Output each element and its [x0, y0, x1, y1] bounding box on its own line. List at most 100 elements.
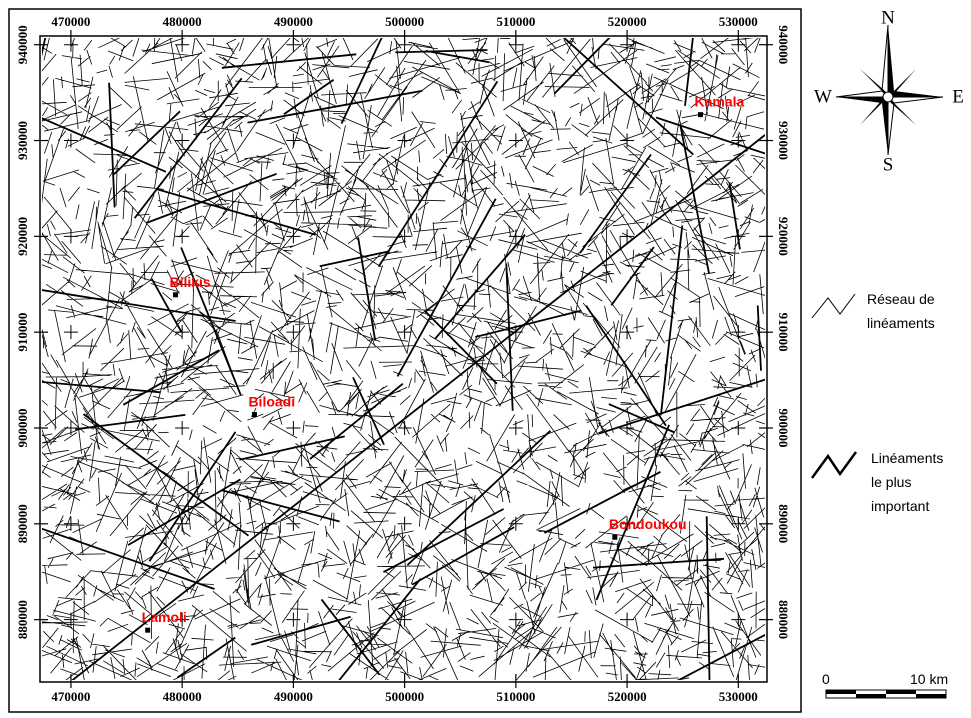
graticule-cross — [175, 325, 190, 340]
towns: Kamala Bilikis Biloadi Bondoukou Lamoli — [142, 94, 745, 633]
scale-start: 0 — [822, 671, 830, 687]
graticule-cross — [63, 133, 78, 148]
graticule-cross — [63, 229, 78, 244]
graticule-cross — [620, 516, 635, 531]
graticule-cross — [286, 229, 301, 244]
x-tick-label: 530000 — [719, 689, 758, 704]
legend-text: Linéaments — [871, 450, 943, 466]
x-tick-label: 480000 — [163, 689, 202, 704]
town-label: Biloadi — [248, 394, 295, 410]
graticule-cross — [175, 612, 190, 627]
y-tick-label: 880000 — [776, 600, 791, 639]
town-marker — [612, 534, 618, 540]
major-lineaments — [42, 38, 765, 680]
compass-s: S — [883, 154, 894, 175]
graticule-cross — [63, 612, 78, 627]
x-tick-label: 490000 — [274, 14, 313, 29]
x-tick-label: 510000 — [496, 689, 535, 704]
graticule-cross — [63, 420, 78, 435]
legend-icon-network — [811, 293, 856, 319]
graticule-cross — [397, 612, 412, 627]
graticule-cross — [508, 516, 523, 531]
y-tick-label: 890000 — [776, 504, 791, 543]
x-tick-label: 510000 — [496, 14, 535, 29]
graticule-cross — [620, 37, 635, 52]
graticule-cross — [731, 37, 746, 52]
graticule-cross — [508, 325, 523, 340]
town-marker — [697, 112, 703, 118]
graticule-cross — [397, 420, 412, 435]
legend-icon-major — [810, 451, 858, 479]
graticule: 470000 470000 480000 480000 490000 490000 5000… — [15, 14, 791, 704]
graticule-cross — [397, 37, 412, 52]
graticule-cross — [508, 229, 523, 244]
y-tick-label: 910000 — [15, 313, 30, 352]
town-label: Kamala — [694, 94, 744, 110]
graticule-cross — [731, 229, 746, 244]
compass-n: N — [881, 7, 895, 28]
y-tick-label: 930000 — [776, 121, 791, 160]
graticule-cross — [731, 420, 746, 435]
graticule-cross — [175, 133, 190, 148]
x-tick-label: 520000 — [608, 689, 647, 704]
x-tick-label: 520000 — [608, 14, 647, 29]
graticule-cross — [286, 612, 301, 627]
graticule-cross — [731, 325, 746, 340]
lineament-network — [42, 38, 765, 680]
graticule-cross — [286, 420, 301, 435]
town-label: Bondoukou — [609, 516, 687, 532]
town-label: Bilikis — [169, 274, 210, 290]
graticule-cross — [620, 133, 635, 148]
y-tick-label: 880000 — [15, 600, 30, 639]
graticule-cross — [63, 37, 78, 52]
graticule-cross — [286, 133, 301, 148]
x-tick-label: 490000 — [274, 689, 313, 704]
graticule-cross — [508, 133, 523, 148]
graticule-cross — [731, 516, 746, 531]
town-label: Lamoli — [142, 609, 187, 625]
graticule-cross — [508, 420, 523, 435]
graticule-cross — [175, 229, 190, 244]
graticule-cross — [286, 516, 301, 531]
inner-frame — [39, 35, 768, 683]
graticule-cross — [620, 420, 635, 435]
y-tick-label: 920000 — [776, 217, 791, 256]
x-tick-label: 500000 — [385, 14, 424, 29]
x-tick-label: 500000 — [385, 689, 424, 704]
graticule-cross — [397, 516, 412, 531]
x-tick-label: 480000 — [163, 14, 202, 29]
y-tick-label: 900000 — [15, 408, 30, 447]
compass-w: W — [814, 86, 832, 107]
town-marker — [172, 292, 178, 298]
graticule-cross — [397, 133, 412, 148]
town-marker — [251, 412, 257, 418]
graticule-cross — [175, 420, 190, 435]
y-tick-label: 900000 — [776, 408, 791, 447]
scale-bar — [825, 689, 947, 699]
graticule-cross — [731, 133, 746, 148]
graticule-cross — [620, 229, 635, 244]
y-tick-label: 920000 — [15, 217, 30, 256]
graticule-cross — [63, 325, 78, 340]
graticule-cross — [508, 612, 523, 627]
graticule-cross — [620, 612, 635, 627]
legend-text: Réseau de — [867, 291, 935, 307]
legend-text: linéaments — [867, 315, 935, 331]
x-tick-label: 470000 — [51, 689, 90, 704]
compass-rose — [835, 24, 944, 156]
graticule-cross — [397, 229, 412, 244]
legend-text: le plus — [871, 474, 911, 490]
graticule-cross — [175, 516, 190, 531]
scale-end: 10 km — [910, 671, 948, 687]
graticule-cross — [731, 612, 746, 627]
legend-text: important — [871, 498, 929, 514]
graticule-cross — [175, 37, 190, 52]
graticule-cross — [620, 325, 635, 340]
x-tick-label: 470000 — [51, 14, 90, 29]
y-tick-label: 910000 — [776, 313, 791, 352]
compass-e: E — [952, 86, 964, 107]
y-tick-label: 890000 — [15, 504, 30, 543]
graticule-cross — [286, 37, 301, 52]
graticule-cross — [508, 37, 523, 52]
